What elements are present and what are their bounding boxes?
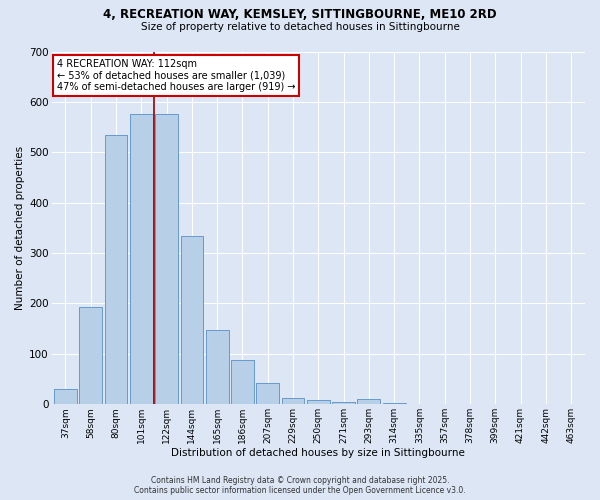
Bar <box>54 389 77 404</box>
Text: Contains HM Land Registry data © Crown copyright and database right 2025.
Contai: Contains HM Land Registry data © Crown c… <box>134 476 466 495</box>
Bar <box>231 360 254 404</box>
Bar <box>130 114 152 404</box>
Y-axis label: Number of detached properties: Number of detached properties <box>15 146 25 310</box>
Bar <box>332 402 355 404</box>
Bar <box>79 307 102 404</box>
Bar <box>181 236 203 404</box>
Bar <box>281 398 304 404</box>
Text: Size of property relative to detached houses in Sittingbourne: Size of property relative to detached ho… <box>140 22 460 32</box>
Bar <box>307 400 329 404</box>
Text: 4 RECREATION WAY: 112sqm
← 53% of detached houses are smaller (1,039)
47% of sem: 4 RECREATION WAY: 112sqm ← 53% of detach… <box>57 58 295 92</box>
Bar <box>256 383 279 404</box>
Bar <box>206 330 229 404</box>
X-axis label: Distribution of detached houses by size in Sittingbourne: Distribution of detached houses by size … <box>172 448 465 458</box>
Bar <box>155 114 178 404</box>
Bar <box>104 134 127 404</box>
Text: 4, RECREATION WAY, KEMSLEY, SITTINGBOURNE, ME10 2RD: 4, RECREATION WAY, KEMSLEY, SITTINGBOURN… <box>103 8 497 20</box>
Bar <box>358 399 380 404</box>
Bar <box>383 402 406 404</box>
